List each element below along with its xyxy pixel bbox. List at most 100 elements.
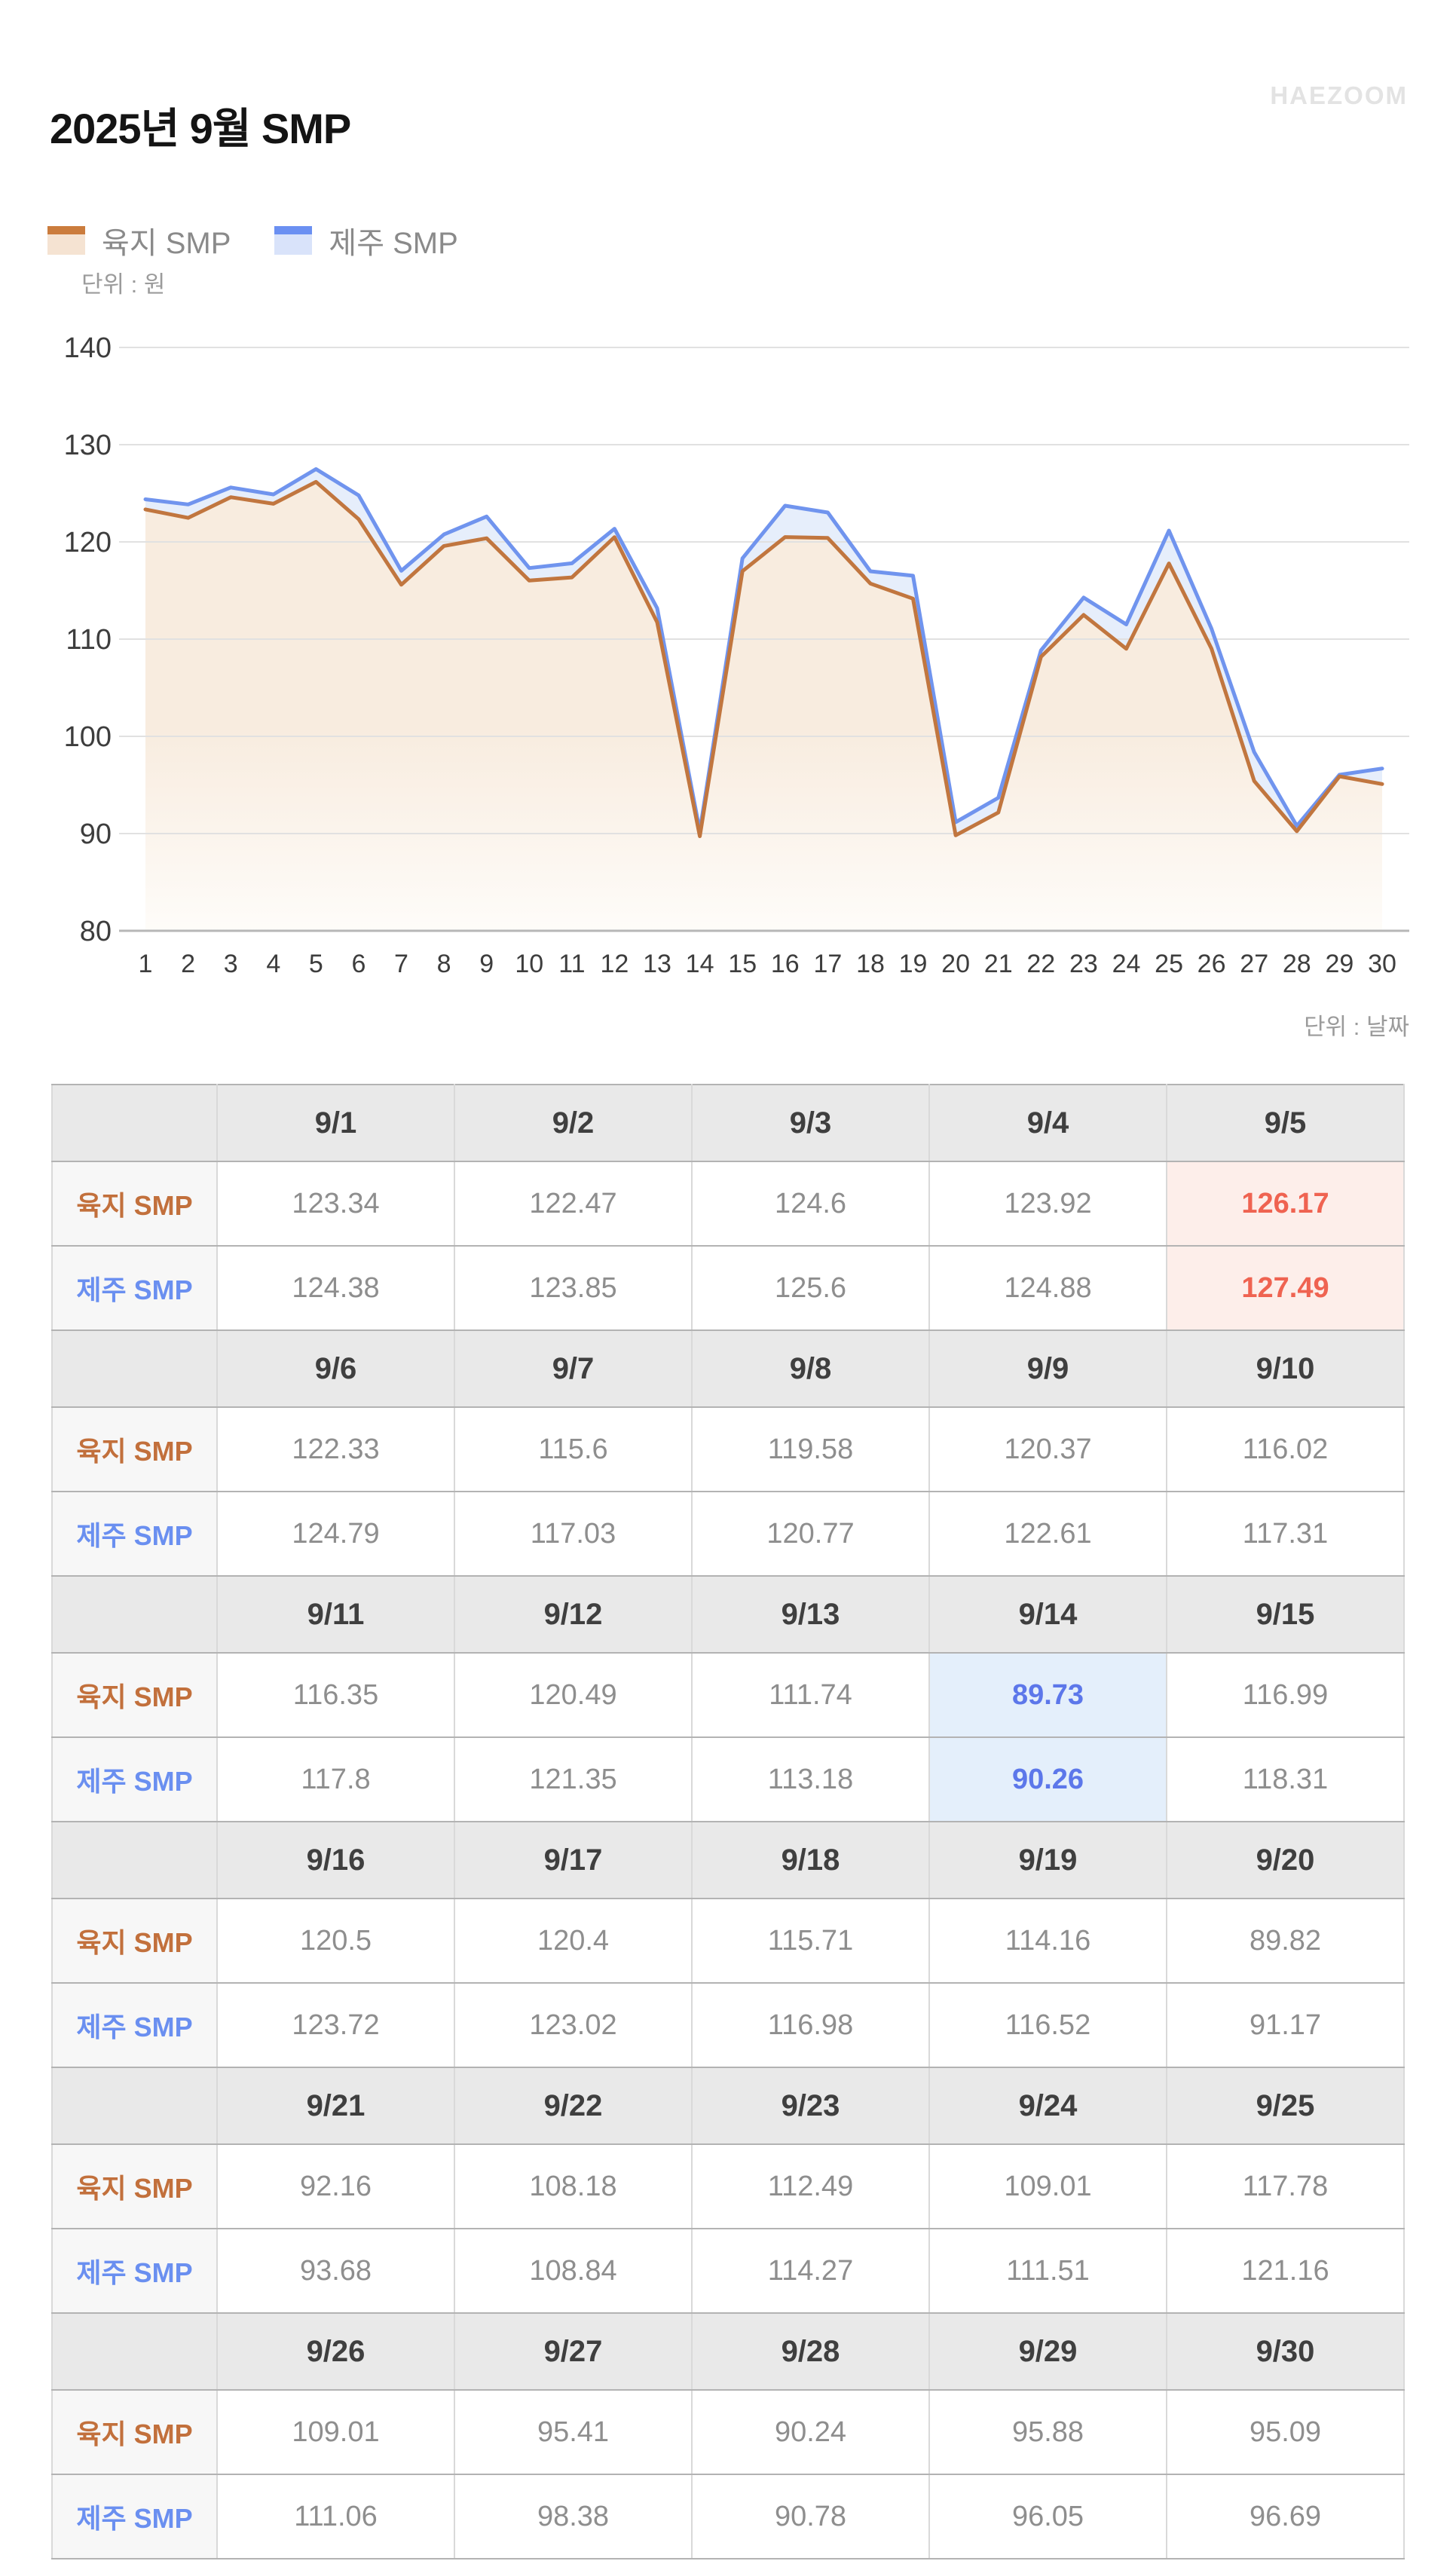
jeju-series-swatch-icon <box>274 226 313 255</box>
svg-text:12: 12 <box>600 950 629 978</box>
svg-text:8: 8 <box>437 950 451 978</box>
x-axis-unit-label: 단위 : 날짜 <box>1304 1014 1409 1040</box>
row-label-cell: 육지 SMP <box>51 1161 218 1247</box>
row-label-cell: 육지 SMP <box>51 1406 218 1492</box>
smp-value-cell: 117.78 <box>1166 2143 1405 2229</box>
smp-value-cell: 91.17 <box>1166 1982 1405 2068</box>
svg-text:4: 4 <box>266 950 280 978</box>
date-header-cell: 9/12 <box>454 1575 693 1654</box>
row-label-cell: 제주 SMP <box>51 2474 218 2559</box>
smp-value-cell: 125.6 <box>691 1245 930 1331</box>
svg-text:13: 13 <box>643 950 671 978</box>
smp-value-cell: 90.24 <box>691 2389 930 2475</box>
smp-value-cell: 109.01 <box>928 2143 1167 2229</box>
date-header-cell: 9/5 <box>1166 1084 1405 1162</box>
date-header-cell: 9/1 <box>216 1084 455 1162</box>
date-header-cell: 9/14 <box>928 1575 1167 1654</box>
table-date-header-row: 9/16 9/17 9/18 9/19 9/20 <box>51 1821 1405 1899</box>
svg-text:120: 120 <box>64 527 112 558</box>
jeju-smp-row: 제주 SMP 123.72 123.02 116.98 116.52 91.17 <box>51 1982 1405 2068</box>
smp-value-cell: 115.6 <box>454 1406 693 1492</box>
svg-text:10: 10 <box>515 950 543 978</box>
smp-value-cell: 98.38 <box>454 2474 693 2559</box>
legend-item-yukji: 육지 SMP <box>47 219 231 262</box>
smp-value-cell: 109.01 <box>216 2389 455 2475</box>
smp-value-cell: 120.4 <box>454 1898 693 1984</box>
smp-value-cell: 115.71 <box>691 1898 930 1984</box>
smp-value-cell: 120.37 <box>928 1406 1167 1492</box>
date-header-cell: 9/30 <box>1166 2312 1405 2391</box>
smp-value-cell: 96.69 <box>1166 2474 1405 2559</box>
date-header-cell: 9/20 <box>1166 1821 1405 1899</box>
svg-text:22: 22 <box>1026 950 1055 978</box>
svg-text:26: 26 <box>1198 950 1226 978</box>
smp-value-cell: 124.79 <box>216 1491 455 1577</box>
row-label-cell: 육지 SMP <box>51 2389 218 2475</box>
yukji-smp-row: 육지 SMP 120.5 120.4 115.71 114.16 89.82 <box>51 1898 1405 1984</box>
date-header-cell: 9/24 <box>928 2067 1167 2145</box>
svg-text:30: 30 <box>1368 950 1396 978</box>
smp-value-cell: 117.03 <box>454 1491 693 1577</box>
svg-text:3: 3 <box>224 950 238 978</box>
smp-value-cell: 114.16 <box>928 1898 1167 1984</box>
smp-value-cell: 117.31 <box>1166 1491 1405 1577</box>
smp-value-cell: 95.88 <box>928 2389 1167 2475</box>
svg-text:7: 7 <box>394 950 408 978</box>
svg-text:1: 1 <box>139 950 153 978</box>
legend-label-yukji: 육지 SMP <box>102 227 231 260</box>
table-date-header-row: 9/11 9/12 9/13 9/14 9/15 <box>51 1575 1405 1654</box>
date-header-cell: 9/9 <box>928 1329 1167 1408</box>
smp-value-cell: 122.47 <box>454 1161 693 1247</box>
smp-value-cell: 124.38 <box>216 1245 455 1331</box>
date-header-cell: 9/10 <box>1166 1329 1405 1408</box>
date-header-cell: 9/25 <box>1166 2067 1405 2145</box>
yukji-smp-row: 육지 SMP 122.33 115.6 119.58 120.37 116.02 <box>51 1406 1405 1492</box>
date-header-cell: 9/29 <box>928 2312 1167 2391</box>
smp-value-cell: 108.18 <box>454 2143 693 2229</box>
smp-value-cell: 126.17 <box>1166 1161 1405 1247</box>
date-header-cell: 9/17 <box>454 1821 693 1899</box>
svg-text:90: 90 <box>80 818 112 850</box>
smp-value-cell: 90.26 <box>928 1736 1167 1822</box>
table-date-header-row: 9/1 9/2 9/3 9/4 9/5 <box>51 1084 1405 1162</box>
smp-value-cell: 108.84 <box>454 2228 693 2314</box>
smp-value-cell: 122.61 <box>928 1491 1167 1577</box>
svg-text:19: 19 <box>899 950 928 978</box>
smp-value-cell: 121.16 <box>1166 2228 1405 2314</box>
smp-value-cell: 111.74 <box>691 1652 930 1738</box>
smp-value-cell: 116.02 <box>1166 1406 1405 1492</box>
smp-value-cell: 116.35 <box>216 1652 455 1738</box>
smp-value-cell: 116.98 <box>691 1982 930 2068</box>
date-header-cell: 9/6 <box>216 1329 455 1408</box>
svg-text:29: 29 <box>1325 950 1354 978</box>
smp-value-cell: 121.35 <box>454 1736 693 1822</box>
smp-value-cell: 120.49 <box>454 1652 693 1738</box>
svg-text:80: 80 <box>80 916 112 947</box>
smp-value-cell: 116.52 <box>928 1982 1167 2068</box>
smp-value-cell: 122.33 <box>216 1406 455 1492</box>
smp-value-cell: 116.99 <box>1166 1652 1405 1738</box>
legend-label-jeju: 제주 SMP <box>329 227 458 260</box>
jeju-smp-row: 제주 SMP 93.68 108.84 114.27 111.51 121.16 <box>51 2228 1405 2314</box>
svg-text:20: 20 <box>941 950 970 978</box>
date-header-cell: 9/21 <box>216 2067 455 2145</box>
svg-text:14: 14 <box>686 950 714 978</box>
smp-value-cell: 113.18 <box>691 1736 930 1822</box>
smp-value-cell: 89.82 <box>1166 1898 1405 1984</box>
row-label-cell: 제주 SMP <box>51 1245 218 1331</box>
jeju-smp-row: 제주 SMP 117.8 121.35 113.18 90.26 118.31 <box>51 1736 1405 1822</box>
date-header-cell: 9/16 <box>216 1821 455 1899</box>
svg-text:5: 5 <box>309 950 323 978</box>
smp-value-cell: 123.85 <box>454 1245 693 1331</box>
smp-value-cell: 95.41 <box>454 2389 693 2475</box>
date-header-cell: 9/18 <box>691 1821 930 1899</box>
yukji-line <box>143 479 1384 838</box>
smp-value-cell: 90.78 <box>691 2474 930 2559</box>
smp-value-cell: 111.51 <box>928 2228 1167 2314</box>
date-header-cell: 9/4 <box>928 1084 1167 1162</box>
yukji-smp-row: 육지 SMP 109.01 95.41 90.24 95.88 95.09 <box>51 2389 1405 2475</box>
smp-value-cell: 111.06 <box>216 2474 455 2559</box>
smp-value-cell: 96.05 <box>928 2474 1167 2559</box>
